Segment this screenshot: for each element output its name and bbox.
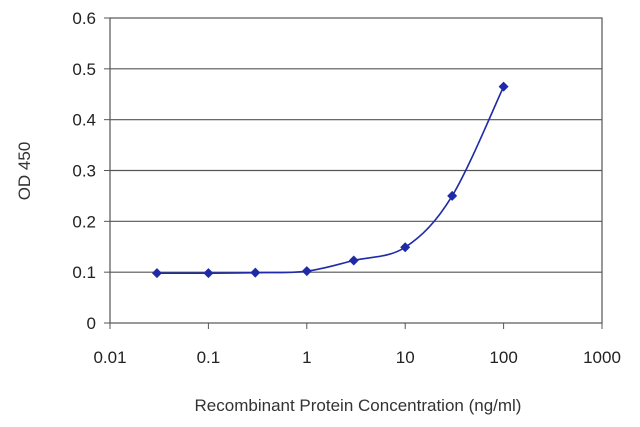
series-line [156, 86, 505, 275]
x-tick-label: 10 [396, 348, 415, 367]
y-tick-label: 0.3 [72, 162, 96, 181]
y-ticks: 0 0.1 0.2 0.3 0.4 0.5 0.6 [72, 9, 110, 333]
x-tick-label: 100 [489, 348, 517, 367]
data-points [151, 81, 509, 279]
y-tick-label: 0.1 [72, 263, 96, 282]
y-tick-label: 0.2 [72, 212, 96, 231]
x-tick-label: 1000 [583, 348, 621, 367]
x-ticks: 0.01 0.1 1 10 100 1000 [93, 323, 621, 367]
data-point [447, 190, 458, 201]
y-tick-label: 0.4 [72, 111, 96, 130]
data-point [348, 255, 359, 266]
x-tick-label: 1 [302, 348, 311, 367]
y-axis-title: OD 450 [15, 142, 34, 201]
data-point [203, 268, 214, 279]
data-point [151, 268, 162, 279]
data-point [400, 242, 411, 253]
x-axis-title: Recombinant Protein Concentration (ng/ml… [195, 396, 522, 415]
y-tick-label: 0.6 [72, 9, 96, 28]
data-point [250, 267, 261, 278]
data-point [498, 81, 509, 92]
y-tick-label: 0 [87, 314, 96, 333]
x-tick-label: 0.1 [197, 348, 221, 367]
x-tick-label: 0.01 [93, 348, 126, 367]
data-point [301, 266, 312, 277]
grid [110, 68, 602, 273]
y-tick-label: 0.5 [72, 60, 96, 79]
